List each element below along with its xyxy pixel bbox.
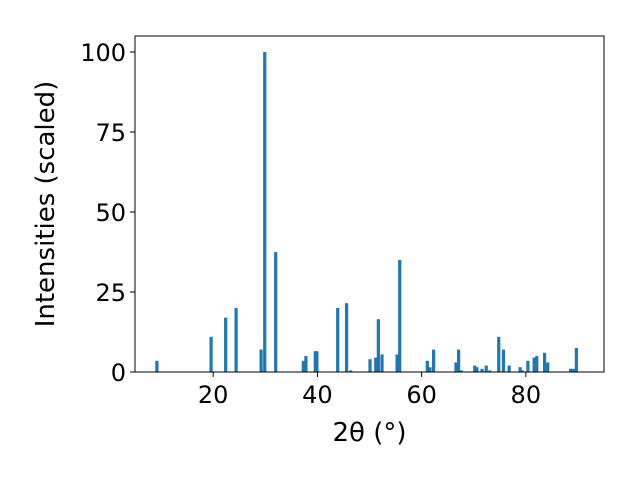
y-tick-label: 100 xyxy=(80,39,126,67)
bar xyxy=(532,357,536,372)
x-axis-label: 2θ (°) xyxy=(332,418,406,448)
bar xyxy=(395,354,399,372)
bar xyxy=(475,367,479,372)
bar xyxy=(484,365,488,372)
bar xyxy=(263,52,267,372)
bar xyxy=(374,357,378,372)
bar xyxy=(224,317,228,372)
bar xyxy=(425,360,429,372)
bar xyxy=(572,368,576,372)
bar xyxy=(274,252,278,372)
bar xyxy=(480,368,484,372)
bar xyxy=(376,319,380,372)
x-tick-label: 60 xyxy=(406,381,437,409)
bar xyxy=(574,348,578,372)
y-axis-label: Intensities (scaled) xyxy=(31,81,61,328)
y-tick-label: 75 xyxy=(95,119,126,147)
bar xyxy=(497,336,501,372)
y-tick-label: 50 xyxy=(95,199,126,227)
bar xyxy=(526,360,530,372)
bar xyxy=(349,370,353,372)
x-tick-label: 80 xyxy=(511,381,542,409)
bar xyxy=(535,356,539,372)
bar xyxy=(473,365,477,372)
bar xyxy=(569,368,573,372)
bar xyxy=(432,349,436,372)
bar xyxy=(301,360,305,372)
bar xyxy=(520,370,524,372)
bar xyxy=(209,336,213,372)
y-tick-label: 0 xyxy=(111,359,126,387)
bar xyxy=(398,260,402,372)
bar xyxy=(454,362,458,372)
bar xyxy=(234,308,238,372)
bar xyxy=(304,356,308,372)
y-tick-label: 25 xyxy=(95,279,126,307)
bar xyxy=(344,303,349,372)
bar xyxy=(488,370,492,372)
bar xyxy=(368,359,372,372)
y-axis-ticks: 0 25 50 75 100 xyxy=(80,39,135,387)
bar xyxy=(380,354,384,372)
x-tick-label: 20 xyxy=(198,381,229,409)
plot-frame xyxy=(134,35,605,373)
bar xyxy=(428,367,432,372)
bar xyxy=(518,367,522,372)
bars-group xyxy=(155,52,578,372)
bar xyxy=(507,365,511,372)
x-tick-label: 40 xyxy=(302,381,333,409)
x-axis-ticks: 20 40 60 80 xyxy=(198,372,541,409)
bar xyxy=(459,370,463,372)
bar xyxy=(501,349,506,372)
bar xyxy=(542,352,547,372)
bar xyxy=(457,349,461,372)
bar xyxy=(155,360,159,372)
bar xyxy=(259,349,263,372)
bar xyxy=(546,362,550,372)
bar xyxy=(315,351,319,372)
bar xyxy=(336,308,340,372)
